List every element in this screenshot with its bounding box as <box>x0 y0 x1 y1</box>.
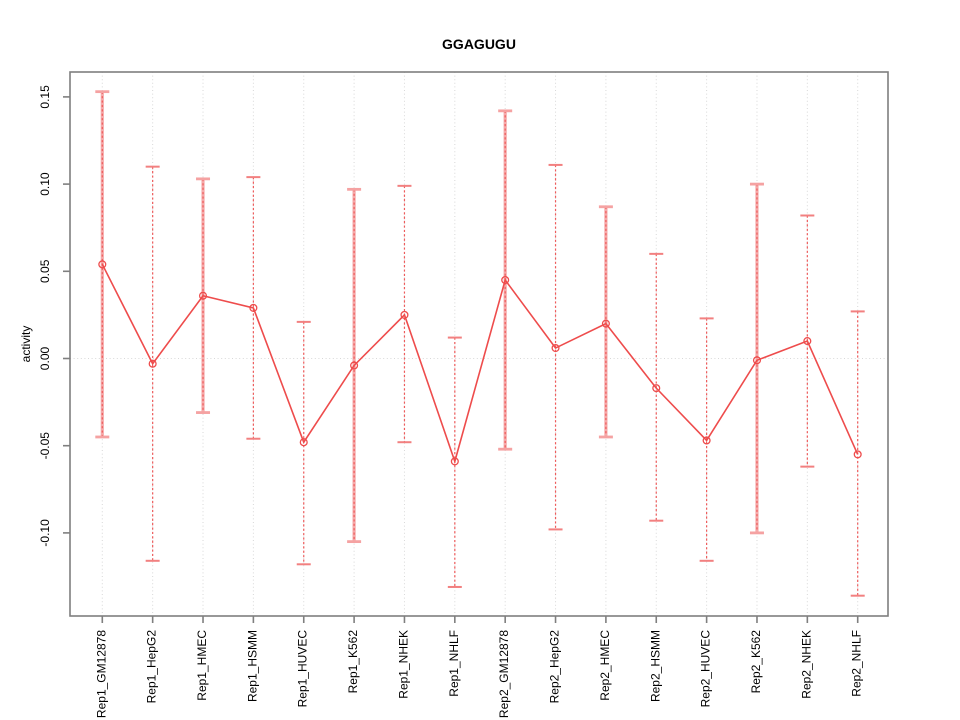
x-category-label: Rep2_HMEC <box>598 630 612 701</box>
x-category-label: Rep1_HepG2 <box>145 630 159 704</box>
x-category-label: Rep1_NHEK <box>396 630 410 699</box>
data-point <box>198 291 208 300</box>
x-category-label: Rep1_GM12878 <box>94 630 108 718</box>
x-category-label: Rep1_NHLF <box>447 630 461 697</box>
data-point <box>702 436 711 445</box>
x-category-label: Rep2_GM12878 <box>497 630 511 718</box>
data-point <box>853 450 862 459</box>
y-tick-label: 0.00 <box>38 346 52 370</box>
y-axis-label: activity <box>19 326 33 363</box>
data-point <box>601 319 610 328</box>
x-category-label: Rep2_HSMM <box>648 630 662 702</box>
y-tick-label: 0.05 <box>38 259 52 283</box>
data-point <box>148 359 157 368</box>
x-category-label: Rep2_NHEK <box>799 630 813 699</box>
data-point <box>652 384 661 393</box>
x-category-label: Rep2_K562 <box>749 630 763 694</box>
x-category-label: Rep1_HSMM <box>245 630 259 702</box>
data-point <box>551 343 560 353</box>
plot-box <box>69 71 889 617</box>
data-point <box>501 275 510 285</box>
x-category-label: Rep1_HUVEC <box>296 630 310 708</box>
x-category-label: Rep2_HepG2 <box>548 630 562 704</box>
data-point <box>98 260 107 269</box>
y-tick-label: 0.15 <box>38 85 52 109</box>
x-category-label: Rep2_HUVEC <box>699 630 713 708</box>
x-category-label: Rep2_NHLF <box>850 630 864 697</box>
y-tick-label: 0.10 <box>38 172 52 196</box>
data-point <box>350 361 359 370</box>
data-point <box>400 310 409 319</box>
data-point <box>249 303 258 312</box>
data-point <box>803 337 812 346</box>
y-tick-label: -0.10 <box>38 519 52 547</box>
series-line <box>101 263 859 465</box>
x-category-label: Rep1_K562 <box>346 630 360 694</box>
data-point <box>450 457 459 466</box>
chart-title: GGAGUGU <box>442 36 516 52</box>
x-category-label: Rep1_HMEC <box>195 630 209 701</box>
y-tick-label: -0.05 <box>38 432 52 460</box>
data-point <box>299 438 308 447</box>
data-point <box>752 356 762 365</box>
